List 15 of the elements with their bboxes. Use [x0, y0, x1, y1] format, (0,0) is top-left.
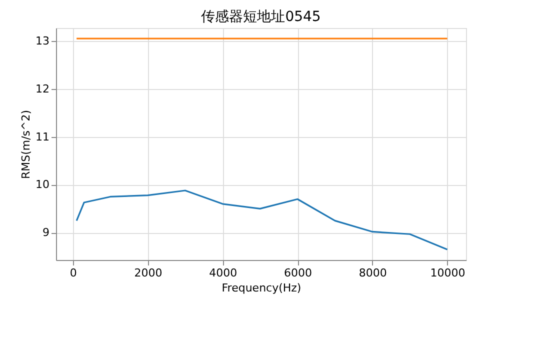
y-tick-label: 11: [36, 130, 50, 144]
y-tick-label: 9: [42, 226, 50, 240]
x-tick-label: 0: [70, 266, 77, 280]
x-tick-label: 6000: [284, 266, 312, 280]
y-axis-title: RMS(m/s^2): [20, 110, 33, 180]
y-tick-label: 10: [36, 178, 50, 192]
x-tick-label: 4000: [209, 266, 238, 280]
x-tick-label: 2000: [134, 266, 162, 280]
y-tick-label: 13: [36, 34, 50, 48]
chart-title: 传感器短地址0545: [201, 9, 321, 25]
y-tick-label: 12: [36, 82, 50, 96]
x-axis-title: Frequency(Hz): [222, 282, 302, 294]
line-series: [76, 190, 448, 250]
x-tick-label: 10000: [430, 266, 466, 280]
x-tick-label: 8000: [358, 266, 387, 280]
